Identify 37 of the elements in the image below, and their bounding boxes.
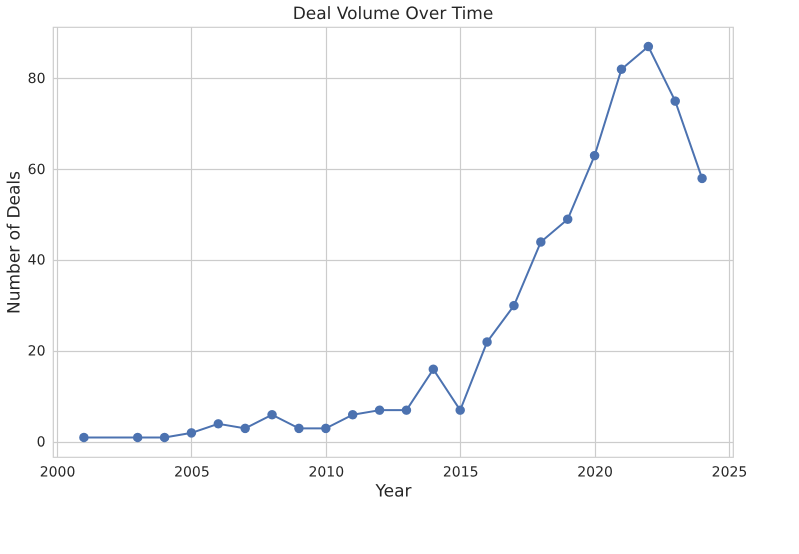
point [374,405,384,415]
x-tick-label: 2000 [40,464,76,480]
point [214,419,224,429]
point [428,364,438,374]
y-axis-title: Number of Deals [4,170,25,314]
point [644,42,654,52]
y-tick-label: 0 [36,434,46,450]
x-tick-label: 2005 [174,464,210,480]
point [536,237,546,247]
point [294,424,304,434]
y-tick-label: 20 [28,344,46,360]
y-tick-label: 80 [28,70,46,87]
point [321,424,331,434]
point [616,64,626,74]
point [509,300,519,310]
point [562,214,572,224]
point [348,410,358,420]
point [455,405,465,415]
chart-title: Deal Volume Over Time [292,4,494,24]
y-tick-label: 60 [28,162,46,178]
point [482,337,492,347]
point [402,405,412,415]
point [132,432,142,442]
point [240,424,250,434]
x-tick-label: 2025 [712,464,748,480]
point [670,96,680,106]
point [267,410,277,420]
x-tick-label: 2020 [577,464,613,480]
point [186,428,196,438]
x-tick-label: 2010 [308,464,344,480]
x-tick-label: 2015 [442,464,479,480]
point [590,150,600,160]
point [697,174,707,184]
y-tick-label: 40 [28,252,46,269]
x-axis-title: Year [374,482,412,502]
point [79,432,89,442]
point [160,432,170,442]
